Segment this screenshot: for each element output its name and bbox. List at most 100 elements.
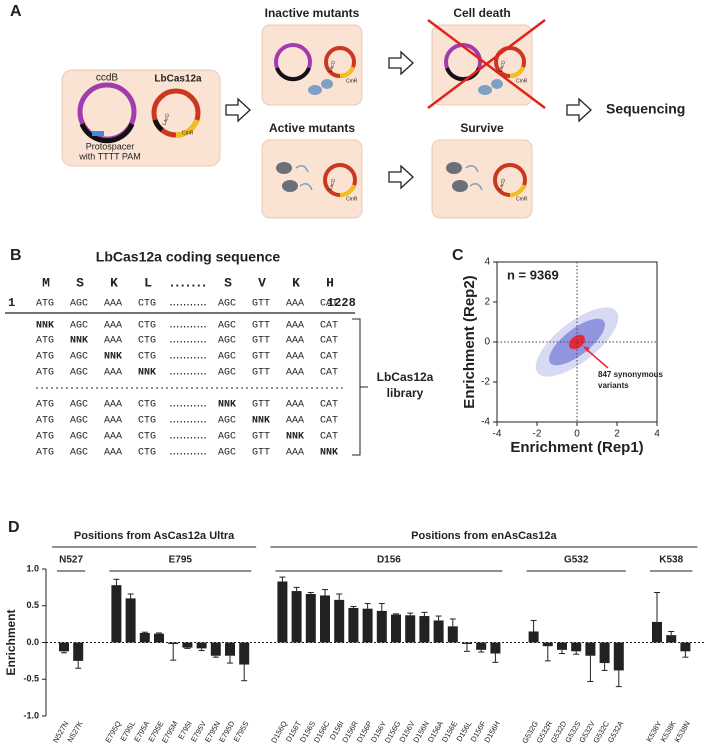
bar [239, 642, 250, 665]
codon: ATG [36, 448, 54, 459]
annotation: n = 9369 [507, 267, 559, 282]
codon: ........... [168, 321, 208, 332]
codon: GTT [252, 352, 270, 363]
codon: GTT [252, 448, 270, 459]
codon: ATG [36, 352, 54, 363]
x-axis-label: Enrichment (Rep1) [510, 439, 643, 456]
heading: Inactive mutants [265, 6, 360, 20]
codon: CAT [320, 400, 338, 411]
codon: AGC [70, 368, 88, 379]
bar [391, 614, 401, 643]
group-label: N527 [59, 555, 83, 566]
panel-b-art [5, 312, 368, 456]
codon: NNK [320, 448, 338, 459]
bar [210, 642, 221, 656]
heading: Active mutants [269, 121, 355, 135]
label: LbCas12a [154, 74, 202, 85]
codon: AAA [286, 368, 304, 379]
label: LacO [327, 178, 337, 191]
codon: ........... [168, 400, 208, 411]
codon: AAA [286, 448, 304, 459]
codon: AGC [218, 432, 236, 443]
panel-a-art [61, 19, 592, 219]
codon: ATG [36, 368, 54, 379]
y-tick-label: -1.0 [23, 710, 39, 720]
bar [73, 642, 84, 661]
codon: NNK [218, 400, 236, 411]
bar [225, 642, 235, 656]
codon: GTT [252, 400, 270, 411]
codon: ........... [168, 432, 208, 443]
label: LacO [497, 60, 507, 73]
y-tick-label: 4 [484, 257, 490, 268]
codon: AAA [286, 336, 304, 347]
y-tick-label: -0.5 [23, 674, 39, 684]
bar [376, 610, 387, 643]
bar [111, 585, 122, 643]
codon: CAT [320, 432, 338, 443]
codon: GTT [252, 299, 270, 310]
codon: NNK [252, 416, 270, 427]
codon: AGC [70, 299, 88, 310]
codon: AGC [218, 448, 236, 459]
group-label: K538 [659, 555, 683, 566]
codon: ........... [168, 299, 208, 310]
codon: AGC [70, 448, 88, 459]
bar [557, 642, 567, 650]
codon: CTG [138, 416, 156, 427]
codon: GTT [252, 336, 270, 347]
codon: AAA [104, 336, 122, 347]
codon: CTG [138, 321, 156, 332]
panel-label: A [10, 3, 22, 20]
heading: Survive [460, 121, 504, 135]
heading: Sequencing [606, 101, 685, 117]
amino-acid: S [224, 275, 232, 290]
label: CmR [516, 196, 528, 202]
label: with TTTT PAM [78, 151, 141, 161]
panel-c-art [535, 307, 619, 377]
x-tick-label: 2 [614, 429, 620, 440]
x-tick-label: -2 [533, 429, 542, 440]
bar [168, 642, 179, 644]
codon: AAA [286, 400, 304, 411]
codon: AGC [218, 321, 236, 332]
y-tick-label: -2 [481, 377, 490, 388]
codon: CTG [138, 432, 156, 443]
group-label: E795 [169, 555, 193, 566]
codon: CTG [138, 336, 156, 347]
bar [447, 626, 458, 643]
bar [419, 616, 430, 643]
heading: Cell death [453, 6, 510, 20]
codon: ........... [168, 448, 208, 459]
label: Protospacer [86, 141, 135, 151]
codon: AAA [104, 321, 122, 332]
bar [476, 642, 487, 650]
bar [334, 599, 345, 643]
amino-acid: H [326, 275, 334, 290]
position: 1228 [327, 296, 356, 310]
codon: NNK [286, 432, 304, 443]
section-label: Positions from AsCas12a Ultra [74, 530, 235, 542]
amino-acid: L [144, 275, 152, 290]
bar [599, 642, 610, 664]
panel-label: B [10, 247, 22, 264]
codon: CAT [320, 321, 338, 332]
bar [305, 593, 316, 643]
codon: AAA [286, 321, 304, 332]
codon: AGC [70, 416, 88, 427]
bar [348, 607, 359, 643]
codon: AGC [218, 368, 236, 379]
codon: AGC [218, 416, 236, 427]
codon: ........... [168, 336, 208, 347]
codon: AGC [70, 321, 88, 332]
amino-acid: V [258, 275, 266, 290]
codon: CAT [320, 368, 338, 379]
bar [362, 608, 373, 643]
codon: NNK [70, 336, 88, 347]
bar [433, 620, 444, 643]
group-label: D156 [377, 555, 401, 566]
codon: AGC [218, 352, 236, 363]
bar [571, 642, 582, 652]
bar [154, 633, 164, 643]
section-label: Positions from enAsCas12a [411, 530, 557, 542]
